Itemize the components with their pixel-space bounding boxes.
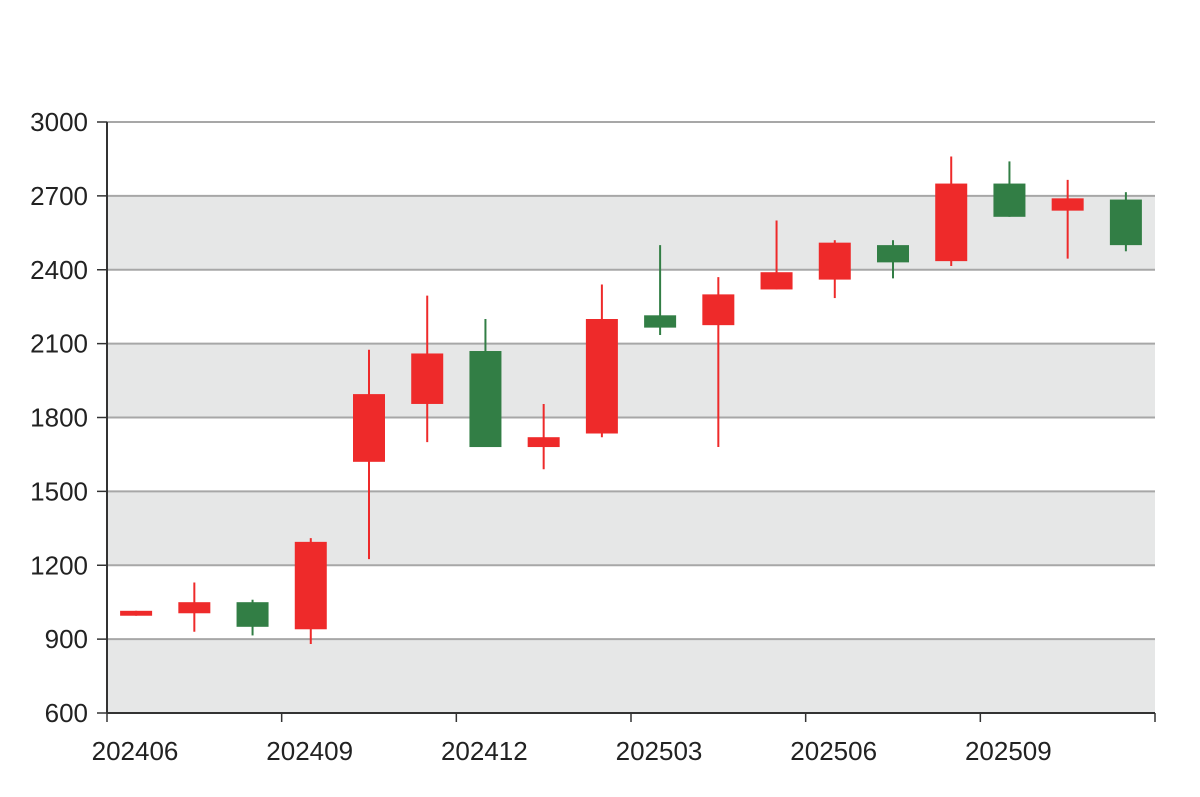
candle-body — [644, 315, 677, 328]
candle-body — [236, 602, 269, 627]
background-band — [107, 491, 1155, 566]
candle-body — [760, 272, 793, 290]
candle — [585, 284, 618, 438]
y-axis-tick-labels: 600 900 1200 1500 1800 2100 2400 2700 3000 — [30, 107, 88, 728]
y-tick-label: 1200 — [30, 550, 88, 580]
candle — [877, 240, 909, 279]
background-band — [107, 639, 1155, 713]
candle — [469, 319, 502, 448]
candle — [702, 277, 735, 448]
candle-body — [294, 541, 327, 630]
y-tick-label: 600 — [45, 698, 88, 728]
candle — [1051, 179, 1084, 259]
candle — [993, 161, 1026, 217]
candle-body — [1051, 198, 1084, 211]
y-tick-label: 1800 — [30, 403, 88, 433]
candle-body — [877, 245, 909, 263]
candle — [236, 599, 269, 636]
x-tick-label: 202503 — [616, 736, 703, 766]
candle — [760, 220, 793, 290]
y-tick-label: 1500 — [30, 476, 88, 506]
candle — [527, 403, 560, 470]
candle — [178, 582, 211, 632]
candle — [294, 538, 327, 645]
candle-body — [469, 351, 502, 448]
background-band — [107, 195, 1155, 270]
candle-body — [818, 242, 851, 280]
y-tick-label: 3000 — [30, 107, 88, 137]
gridlines — [107, 121, 1155, 641]
background-bands — [107, 195, 1155, 713]
candle-body — [993, 183, 1026, 217]
candle — [411, 295, 444, 443]
candle — [1109, 192, 1142, 252]
candle-body — [178, 602, 211, 614]
candle — [644, 245, 677, 336]
candle — [353, 349, 385, 560]
y-tick-label: 2400 — [30, 255, 88, 285]
candle-body — [527, 437, 560, 448]
candle-body — [1109, 199, 1142, 246]
y-tick-label: 2700 — [30, 181, 88, 211]
x-tick-label: 202409 — [266, 736, 353, 766]
candles — [120, 156, 1142, 645]
candle-body — [935, 183, 968, 262]
x-tick-label: 202412 — [441, 736, 528, 766]
x-tick-label: 202509 — [965, 736, 1052, 766]
x-tick-label: 202406 — [92, 736, 179, 766]
y-tick-label: 2100 — [30, 329, 88, 359]
candle-body — [411, 353, 444, 404]
candle-body — [585, 319, 618, 434]
axes — [97, 121, 1156, 722]
x-tick-label: 202506 — [790, 736, 877, 766]
y-tick-label: 900 — [45, 624, 88, 654]
candle — [818, 240, 851, 299]
candle-body — [353, 394, 385, 462]
background-band — [107, 343, 1155, 418]
x-axis-tick-labels: 202406 202409 202412 202503 202506 202509 — [92, 736, 1052, 766]
candle — [935, 156, 968, 267]
candle — [120, 610, 153, 616]
candle-body — [702, 294, 735, 326]
candle-body — [120, 610, 153, 616]
